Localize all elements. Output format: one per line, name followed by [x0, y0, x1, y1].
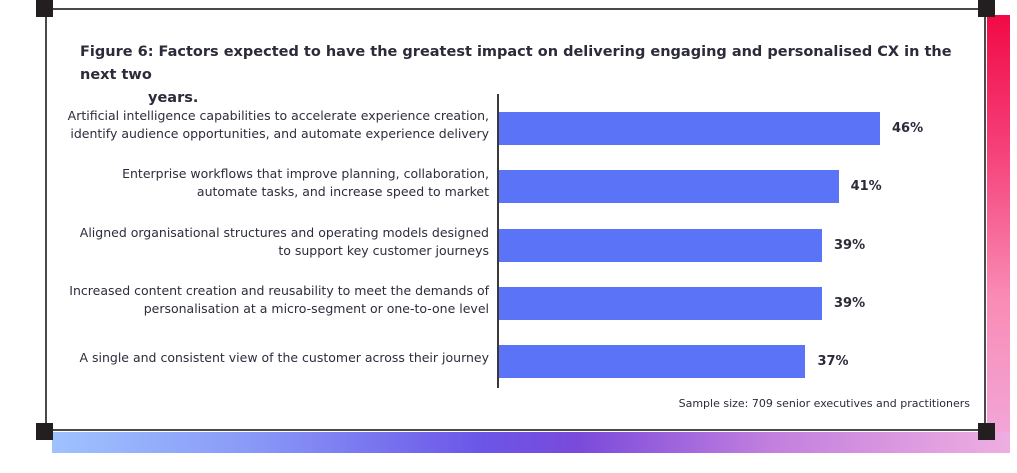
bar-5 [499, 345, 806, 378]
category-axis [497, 94, 499, 388]
bar-value-label-5: 37% [817, 354, 849, 369]
bar-value-label-3: 39% [834, 238, 866, 253]
bar-3 [499, 229, 823, 262]
category-label-line: A single and consistent view of the cust… [79, 349, 489, 365]
category-label-1: Artificial intelligence capabilities to … [68, 107, 489, 143]
frame-corner-top-right [978, 0, 995, 17]
category-label-3: Aligned organisational structures and op… [80, 224, 489, 260]
category-label-4: Increased content creation and reusabili… [69, 282, 489, 318]
frame-corner-bottom-right [978, 423, 995, 440]
frame-corner-top-left [36, 0, 53, 17]
decorative-gradient-right [987, 15, 1010, 453]
category-label-line: identify audience opportunities, and aut… [70, 125, 489, 141]
bar-value-label-4: 39% [834, 296, 866, 311]
category-label-line: Aligned organisational structures and op… [79, 224, 489, 240]
chart-title: Figure 6: Factors expected to have the g… [80, 41, 960, 110]
bar-2 [499, 170, 839, 203]
category-label-line: Enterprise workflows that improve planni… [122, 165, 489, 181]
sample-size-note: Sample size: 709 senior executives and p… [678, 397, 970, 410]
bar-value-label-2: 41% [850, 179, 882, 194]
category-label-line: to support key customer journeys [278, 242, 489, 258]
bar-value-label-1: 46% [892, 121, 924, 136]
chart-title-line-2: years. [148, 90, 199, 106]
category-label-line: Increased content creation and reusabili… [69, 282, 489, 298]
bar-1 [499, 112, 880, 145]
category-label-line: automate tasks, and increase speed to ma… [196, 183, 489, 199]
chart-title-line-1: Figure 6: Factors expected to have the g… [80, 44, 952, 83]
category-label-line: personalisation at a micro-segment or on… [143, 300, 489, 316]
category-label-5: A single and consistent view of the cust… [79, 349, 489, 367]
category-label-line: Artificial intelligence capabilities to … [67, 107, 489, 123]
frame-corner-bottom-left [36, 423, 53, 440]
bar-4 [499, 287, 823, 320]
decorative-gradient-bottom [52, 432, 1010, 453]
category-label-2: Enterprise workflows that improve planni… [122, 165, 489, 201]
